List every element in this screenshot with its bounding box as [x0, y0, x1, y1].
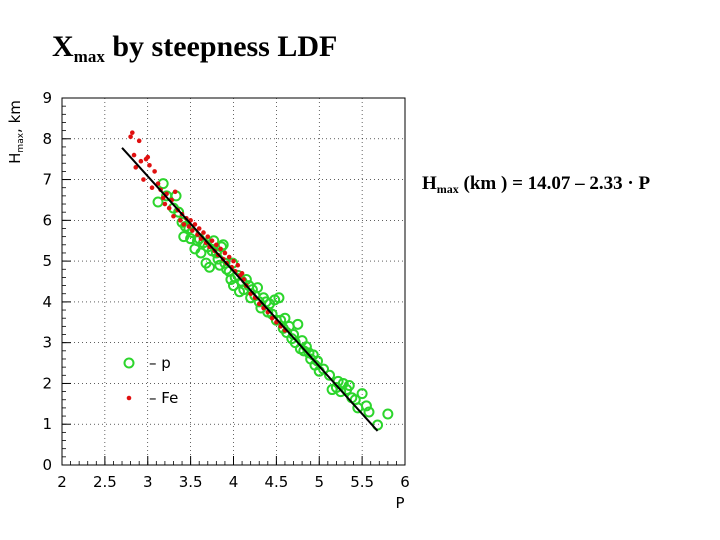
point-Fe — [256, 301, 262, 307]
x-axis-ticks: 2 2.5 3 3.5 4 4.5 5 5.5 6 — [57, 456, 410, 491]
point-Fe — [136, 138, 142, 144]
point-Fe — [145, 154, 151, 160]
point-Fe — [147, 162, 152, 168]
point-Fe — [218, 246, 223, 252]
legend-label-p: – p — [149, 354, 171, 372]
point-p — [208, 235, 220, 247]
point-Fe — [130, 130, 135, 135]
y-tick-label: 7 — [42, 171, 52, 189]
point-Fe — [166, 205, 172, 211]
point-p — [382, 408, 394, 420]
y-tick-label: 5 — [42, 252, 52, 270]
point-Fe — [178, 218, 183, 223]
point-Fe — [190, 228, 195, 233]
point-p — [203, 261, 215, 273]
y-tick-label: 6 — [42, 211, 52, 229]
point-Fe — [214, 242, 219, 248]
y-tick-label: 4 — [42, 293, 52, 311]
point-Fe — [160, 195, 166, 201]
point-Fe — [162, 201, 168, 207]
point-p — [178, 231, 190, 243]
y-tick-label: 0 — [42, 456, 52, 474]
x-tick-label: 5 — [314, 473, 324, 491]
x-tick-label: 6 — [400, 473, 410, 491]
point-Fe — [226, 254, 232, 260]
y-axis-label: Hmax, km — [6, 100, 26, 164]
point-Fe — [128, 134, 133, 140]
point-p — [173, 206, 185, 218]
point-p — [356, 388, 368, 400]
x-tick-label: 2.5 — [93, 473, 117, 491]
point-Fe — [231, 258, 236, 264]
point-p — [318, 363, 330, 375]
point-p — [279, 312, 291, 324]
legend: – p – Fe — [123, 354, 178, 407]
fit-line — [121, 147, 379, 432]
point-Fe — [196, 226, 202, 231]
point-Fe — [186, 224, 192, 229]
point-p — [360, 400, 372, 412]
point-p — [217, 239, 229, 251]
point-p — [343, 379, 355, 391]
x-tick-label: 2 — [57, 473, 67, 491]
point-Fe — [131, 152, 137, 158]
point-Fe — [133, 165, 139, 170]
data-points — [128, 130, 394, 431]
legend-label-Fe: – Fe — [149, 389, 178, 407]
point-Fe — [239, 271, 245, 276]
y-tick-label: 8 — [42, 130, 52, 148]
point-Fe — [171, 213, 176, 219]
point-Fe — [155, 181, 161, 186]
point-Fe — [269, 315, 275, 321]
x-tick-label: 3 — [143, 473, 153, 491]
x-tick-label: 4.5 — [264, 473, 288, 491]
legend-marker-Fe — [126, 395, 132, 401]
point-p — [195, 247, 207, 259]
point-p — [324, 369, 336, 381]
point-p — [273, 292, 285, 304]
point-p — [292, 318, 304, 330]
y-tick-label: 3 — [42, 334, 52, 352]
point-p — [363, 406, 375, 418]
point-Fe — [205, 234, 211, 239]
point-Fe — [209, 238, 215, 244]
point-Fe — [141, 177, 146, 182]
chart-title: Xmax by steepness LDF — [52, 30, 338, 66]
point-Fe — [201, 230, 206, 235]
point-Fe — [235, 262, 241, 268]
y-tick-label: 1 — [42, 415, 52, 433]
point-p — [252, 282, 264, 294]
y-tick-label: 9 — [42, 89, 52, 107]
fit-formula: Hmax (km ) = 14.07 – 2.33 · P — [422, 173, 651, 196]
point-Fe — [172, 189, 178, 195]
point-Fe — [222, 250, 228, 256]
point-Fe — [138, 158, 144, 164]
point-p — [152, 196, 164, 208]
y-axis-ticks: 0 1 2 3 4 5 6 7 8 9 — [42, 89, 71, 474]
x-tick-label: 4 — [229, 473, 239, 491]
y-tick-label: 2 — [42, 374, 52, 392]
x-axis-label: P — [395, 494, 404, 512]
point-Fe — [181, 222, 187, 227]
point-Fe — [149, 185, 155, 191]
x-tick-label: 3.5 — [179, 473, 203, 491]
x-tick-label: 5.5 — [350, 473, 374, 491]
legend-marker-p — [123, 357, 135, 369]
point-Fe — [152, 169, 157, 174]
point-Fe — [192, 222, 198, 227]
